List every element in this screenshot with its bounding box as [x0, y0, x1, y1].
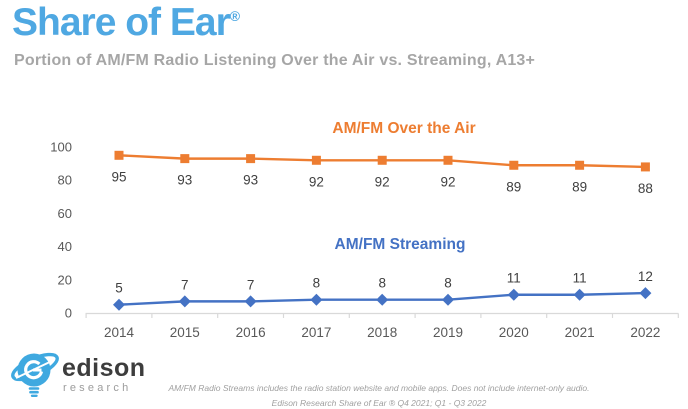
- line-chart: 0 20 40 60 80 100 2014 2015 2016 2017 2018 2019 2020…: [50, 120, 679, 340]
- am-fm-streaming-point-2018: [376, 293, 389, 306]
- am-fm-streaming-point-2019: [442, 293, 454, 306]
- x-tick-label-2019: 2019: [433, 325, 463, 340]
- y-tick-label-100: 100: [50, 140, 72, 155]
- am-fm-over-the-air-point-2019: [443, 155, 453, 165]
- am-fm-over-the-air-label-2019: 92: [440, 174, 455, 189]
- am-fm-streaming-label-2019: 8: [444, 276, 452, 291]
- am-fm-over-the-air-label-2020: 89: [506, 179, 521, 194]
- edison-research-logo: edison research: [10, 346, 146, 404]
- am-fm-over-the-air-label-2015: 93: [177, 173, 192, 188]
- am-fm-streaming-label-2020: 11: [507, 271, 521, 286]
- am-fm-over-the-air-point-2015: [180, 154, 190, 164]
- x-tick-label-2014: 2014: [104, 325, 135, 340]
- am-fm-streaming-label-2017: 8: [313, 276, 321, 291]
- am-fm-over-the-air-point-2016: [246, 154, 256, 164]
- edison-lightbulb-icon: [11, 352, 59, 397]
- y-tick-label-60: 60: [58, 206, 72, 221]
- am-fm-streaming-point-2016: [244, 295, 257, 308]
- am-fm-streaming-label-2021: 11: [573, 271, 587, 286]
- y-tick-label-80: 80: [58, 173, 72, 188]
- am-fm-over-the-air-label-2022: 88: [638, 181, 653, 196]
- am-fm-streaming-point-2015: [178, 295, 191, 308]
- footnotes: AM/FM Radio Streams includes the radio s…: [70, 381, 688, 409]
- am-fm-over-the-air-point-2020: [509, 160, 519, 170]
- am-fm-streaming-point-2021: [573, 288, 586, 301]
- x-tick-label-2020: 2020: [499, 325, 529, 340]
- y-tick-label-0: 0: [65, 306, 72, 321]
- x-tick-label-2022: 2022: [630, 325, 660, 340]
- logo-text-edison: edison: [62, 354, 146, 382]
- am-fm-over-the-air-series-label: AM/FM Over the Air: [332, 120, 475, 137]
- logo-wordmark: edison research: [62, 354, 146, 395]
- am-fm-over-the-air-point-2018: [377, 155, 387, 165]
- am-fm-streaming-series-label: AM/FM Streaming: [335, 236, 466, 253]
- footnote-source: Edison Research Share of Ear ® Q4 2021; …: [271, 398, 487, 409]
- am-fm-streaming-label-2016: 7: [247, 277, 255, 292]
- am-fm-streaming-label-2022: 12: [638, 269, 653, 284]
- y-tick-label-20: 20: [58, 272, 72, 287]
- am-fm-over-the-air-label-2017: 92: [309, 174, 324, 189]
- am-fm-over-the-air-point-2014: [114, 150, 124, 160]
- x-tick-label-2018: 2018: [367, 325, 397, 340]
- am-fm-streaming-label-2015: 7: [181, 277, 189, 292]
- title-text: Share of Ear: [12, 1, 231, 44]
- am-fm-streaming-point-2014: [113, 298, 125, 311]
- am-fm-over-the-air-label-2016: 93: [243, 173, 258, 188]
- am-fm-streaming-point-2017: [310, 293, 323, 306]
- page-subtitle: Portion of AM/FM Radio Listening Over th…: [14, 51, 536, 69]
- page-title: Share of Ear®: [12, 1, 535, 45]
- am-fm-over-the-air-label-2018: 92: [375, 174, 390, 189]
- x-tick-label-2015: 2015: [170, 325, 200, 340]
- x-tick-label-2016: 2016: [236, 325, 266, 340]
- am-fm-over-the-air-point-2017: [311, 155, 321, 165]
- am-fm-streaming-label-2014: 5: [115, 281, 123, 296]
- slide-header: Share of Ear® Portion of AM/FM Radio Lis…: [12, 1, 536, 70]
- am-fm-over-the-air-point-2021: [575, 160, 585, 170]
- x-tick-label-2017: 2017: [301, 325, 331, 340]
- y-tick-label-40: 40: [58, 239, 72, 254]
- footnote-methodology: AM/FM Radio Streams includes the radio s…: [168, 383, 590, 393]
- am-fm-over-the-air-point-2022: [640, 162, 650, 172]
- am-fm-streaming-label-2018: 8: [378, 276, 386, 291]
- am-fm-over-the-air-label-2021: 89: [572, 179, 587, 194]
- am-fm-streaming-point-2022: [639, 287, 652, 300]
- registered-trademark: ®: [229, 8, 241, 24]
- logo-text-research: research: [63, 382, 132, 394]
- am-fm-streaming-point-2020: [507, 288, 520, 301]
- x-tick-label-2021: 2021: [565, 325, 595, 340]
- am-fm-over-the-air-label-2014: 95: [111, 169, 126, 184]
